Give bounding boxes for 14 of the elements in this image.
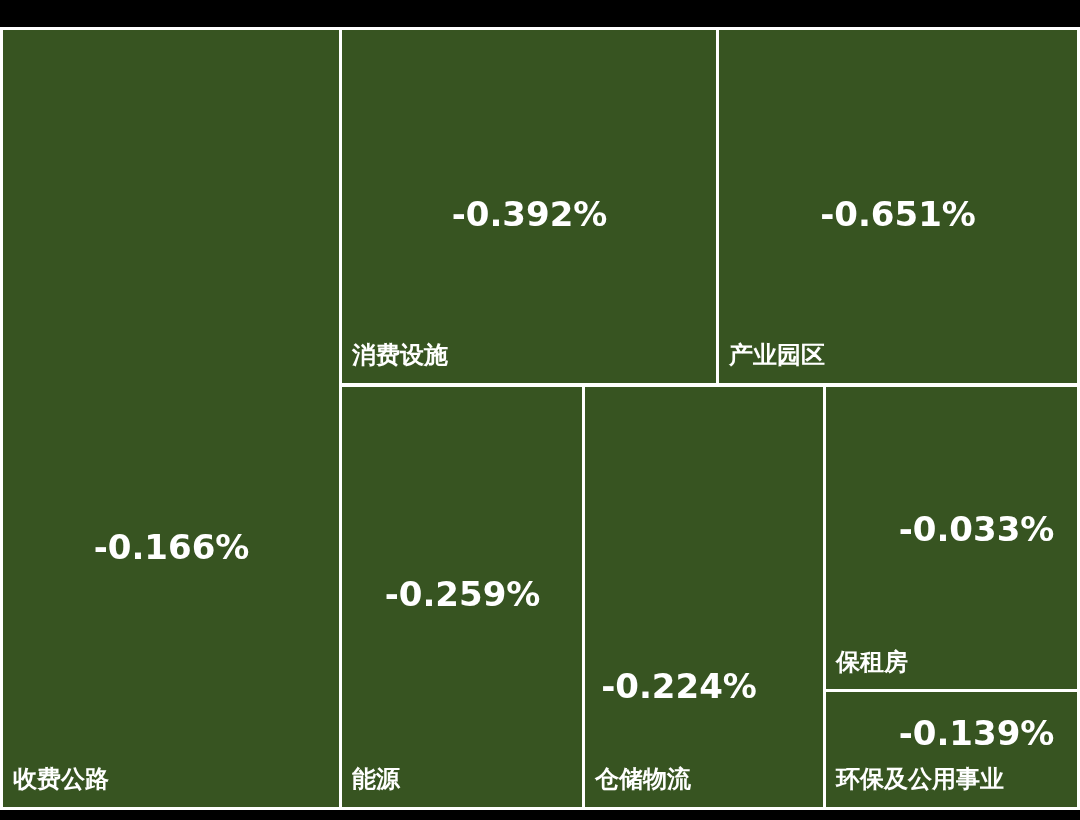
category-label: 环保及公用事业 [835, 765, 1004, 793]
category-label: 能源 [352, 765, 401, 793]
data-label: -0.259% [384, 573, 541, 614]
data-label: -0.224% [601, 666, 757, 707]
category-label: 产业园区 [728, 341, 825, 369]
data-label: -0.033% [898, 509, 1055, 550]
data-label: -0.392% [451, 193, 608, 234]
category-label: 消费设施 [351, 341, 448, 369]
category-label: 仓储物流 [594, 765, 692, 793]
category-label: 保租房 [835, 648, 908, 676]
category-label: 收费公路 [13, 765, 109, 793]
data-label: -0.651% [820, 193, 976, 234]
data-label: -0.139% [898, 712, 1055, 753]
data-label: -0.166% [93, 527, 250, 568]
